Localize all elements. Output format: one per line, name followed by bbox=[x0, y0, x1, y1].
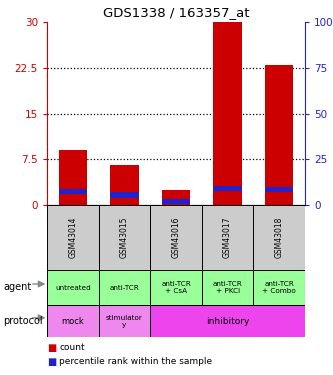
Text: anti-TCR
+ PKCi: anti-TCR + PKCi bbox=[213, 281, 242, 294]
Bar bbox=[265, 187, 293, 192]
Bar bbox=[47, 305, 99, 337]
Text: agent: agent bbox=[3, 282, 32, 292]
Bar bbox=[265, 65, 293, 205]
Text: mock: mock bbox=[61, 316, 84, 326]
Bar bbox=[99, 270, 150, 305]
Text: percentile rank within the sample: percentile rank within the sample bbox=[59, 357, 212, 366]
Bar bbox=[253, 205, 305, 270]
Text: ■: ■ bbox=[47, 357, 56, 367]
Bar bbox=[110, 165, 139, 205]
Bar bbox=[213, 22, 242, 205]
Bar bbox=[202, 205, 253, 270]
Text: GSM43016: GSM43016 bbox=[171, 217, 180, 258]
Bar bbox=[47, 270, 99, 305]
Text: stimulator
y: stimulator y bbox=[106, 315, 143, 327]
Bar bbox=[150, 270, 202, 305]
Text: protocol: protocol bbox=[3, 316, 43, 326]
Text: GSM43017: GSM43017 bbox=[223, 217, 232, 258]
Bar bbox=[150, 205, 202, 270]
Text: GSM43018: GSM43018 bbox=[275, 217, 284, 258]
Text: GSM43014: GSM43014 bbox=[68, 217, 77, 258]
Bar bbox=[253, 270, 305, 305]
Bar bbox=[47, 205, 99, 270]
Bar bbox=[110, 192, 139, 198]
Text: GSM43015: GSM43015 bbox=[120, 217, 129, 258]
Text: ■: ■ bbox=[47, 343, 56, 353]
Bar bbox=[162, 199, 190, 204]
Text: anti-TCR: anti-TCR bbox=[110, 285, 139, 291]
Bar bbox=[59, 150, 87, 205]
Text: untreated: untreated bbox=[55, 285, 91, 291]
Bar bbox=[150, 305, 305, 337]
Text: anti-TCR
+ CsA: anti-TCR + CsA bbox=[161, 281, 191, 294]
Text: inhibitory: inhibitory bbox=[206, 316, 249, 326]
Bar bbox=[162, 190, 190, 205]
Bar bbox=[99, 305, 150, 337]
Text: count: count bbox=[59, 344, 85, 352]
Text: anti-TCR
+ Combo: anti-TCR + Combo bbox=[262, 281, 296, 294]
Title: GDS1338 / 163357_at: GDS1338 / 163357_at bbox=[103, 6, 249, 20]
Bar bbox=[99, 205, 150, 270]
Bar bbox=[213, 186, 242, 191]
Bar bbox=[202, 270, 253, 305]
Bar bbox=[59, 189, 87, 194]
